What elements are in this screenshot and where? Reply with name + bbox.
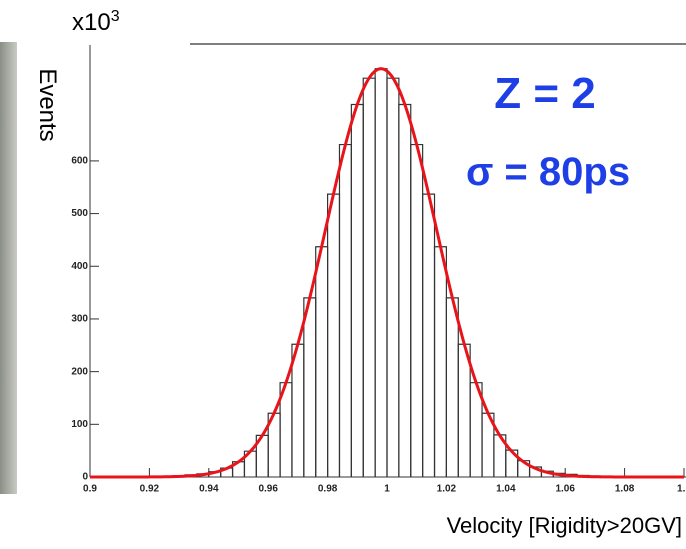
histogram-bin: [445, 297, 459, 477]
annotation: Z = 2: [494, 69, 596, 118]
y-tick-label: 200: [71, 366, 88, 377]
y-tick-label: 600: [71, 156, 88, 167]
x-tick-label: 1: [384, 484, 390, 495]
y-tick-label: 300: [71, 314, 88, 325]
histogram-bin: [422, 193, 436, 477]
x-tick-label: 0.96: [258, 484, 278, 495]
y-tick-label: 500: [71, 208, 88, 219]
histogram-bin: [386, 77, 400, 477]
histogram-bin: [327, 193, 341, 477]
histogram-bin: [303, 297, 317, 477]
y-scale-base: x10: [72, 9, 111, 36]
x-tick-label: 1.1: [677, 484, 686, 495]
y-scale-label: x103: [72, 8, 120, 36]
x-tick-label: 1.04: [496, 484, 516, 495]
histogram-bin: [410, 143, 424, 477]
x-tick-label: 0.9: [83, 484, 97, 495]
y-tick-label: 100: [71, 419, 88, 430]
x-axis-label: Velocity [Rigidity>20GV]: [447, 513, 682, 538]
annotation: σ = 80ps: [466, 150, 630, 194]
fit-curve: [89, 67, 684, 479]
histogram-bin: [433, 246, 447, 477]
y-scale-exponent: 3: [111, 8, 120, 25]
x-tick-label: 0.94: [199, 484, 219, 495]
histogram-bin: [457, 343, 471, 477]
histogram-bin: [315, 246, 329, 477]
photo-strip: [0, 42, 17, 494]
histogram-bin: [374, 68, 388, 477]
histogram-bin: [398, 103, 412, 477]
histogram-bin: [362, 77, 376, 477]
y-tick-label: 0: [82, 472, 88, 483]
y-axis-label: Events: [34, 68, 61, 141]
x-tick-label: 0.98: [318, 484, 338, 495]
x-tick-label: 1.06: [555, 484, 575, 495]
histogram-bin: [338, 143, 352, 477]
x-tick-label: 0.92: [140, 484, 160, 495]
x-tick-label: 1.08: [615, 484, 635, 495]
y-tick-label: 400: [71, 261, 88, 272]
histogram-bin: [291, 343, 305, 477]
x-tick-label: 1.02: [437, 484, 457, 495]
histogram-bin: [350, 103, 364, 477]
